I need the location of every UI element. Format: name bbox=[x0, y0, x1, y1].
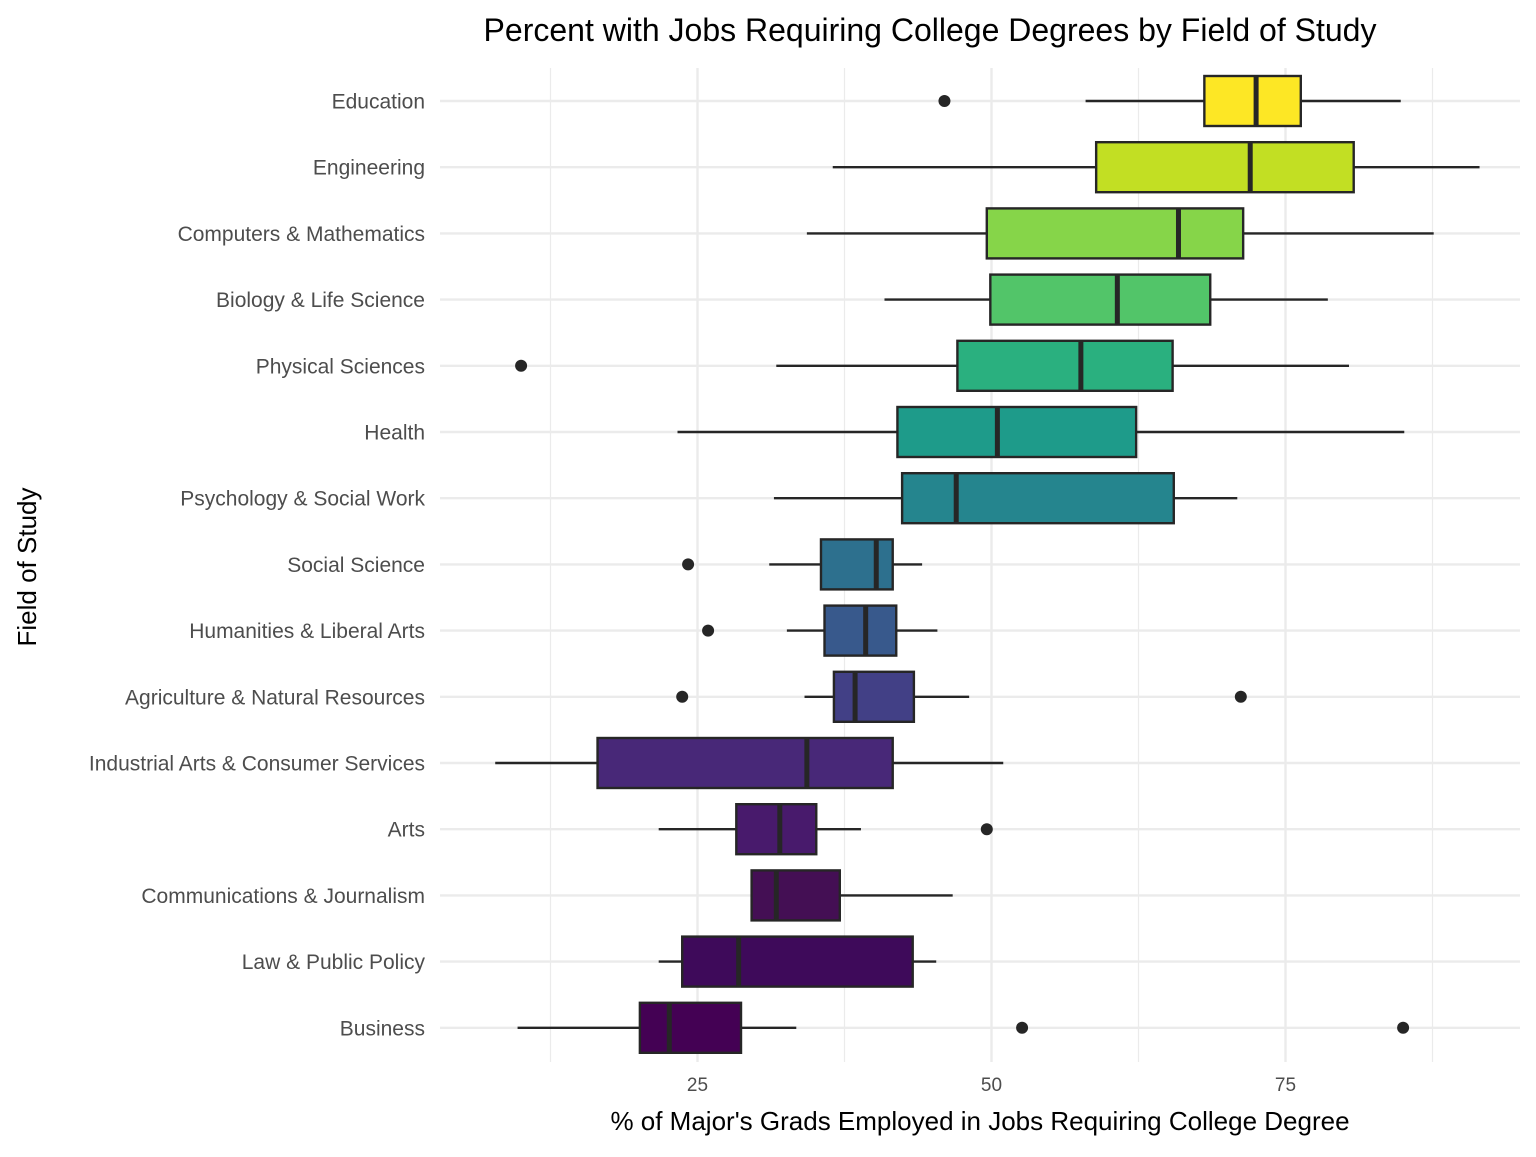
y-tick-label: Arts bbox=[388, 819, 425, 842]
chart-title: Percent with Jobs Requiring College Degr… bbox=[484, 12, 1377, 48]
x-tick-label: 25 bbox=[687, 1075, 708, 1096]
y-tick-label: Biology & Life Science bbox=[216, 289, 425, 312]
y-tick-label: Physical Sciences bbox=[256, 355, 425, 378]
y-tick-label: Social Science bbox=[287, 554, 425, 577]
box-biology-and-life-science bbox=[884, 273, 1328, 326]
box-body bbox=[896, 405, 1138, 459]
box-industrial-arts-and-consumer-services bbox=[495, 736, 1004, 790]
outlier-point bbox=[682, 558, 695, 571]
box-body bbox=[985, 207, 1245, 260]
outlier-point bbox=[1397, 1021, 1410, 1034]
y-tick-label: Health bbox=[364, 422, 425, 445]
box-body bbox=[832, 670, 916, 723]
y-axis-title: Field of Study bbox=[12, 488, 42, 647]
y-tick-label: Humanities & Liberal Arts bbox=[189, 620, 425, 643]
y-tick-label: Agriculture & Natural Resources bbox=[125, 686, 425, 709]
box-body bbox=[1094, 140, 1355, 194]
box-engineering bbox=[832, 140, 1480, 194]
box-body bbox=[750, 869, 841, 922]
x-tick-label: 75 bbox=[1275, 1075, 1296, 1096]
outlier-point bbox=[676, 690, 689, 703]
box-agriculture-and-natural-resources bbox=[676, 670, 1247, 723]
box-body bbox=[596, 736, 894, 790]
box-education bbox=[938, 74, 1401, 128]
box-body bbox=[900, 472, 1175, 525]
box-computers-and-mathematics bbox=[806, 207, 1434, 260]
outlier-point bbox=[1234, 690, 1247, 703]
outlier-point bbox=[515, 359, 528, 372]
y-tick-label: Industrial Arts & Consumer Services bbox=[89, 753, 425, 776]
y-tick-label: Education bbox=[332, 91, 425, 114]
box-body bbox=[819, 538, 894, 591]
box-law-and-public-policy bbox=[658, 935, 937, 988]
box-business bbox=[517, 1001, 1410, 1054]
outlier-point bbox=[1016, 1021, 1029, 1034]
box-humanities-and-liberal-arts bbox=[702, 604, 938, 657]
box-series bbox=[495, 74, 1480, 1054]
box-physical-sciences bbox=[515, 339, 1350, 392]
box-body bbox=[989, 273, 1212, 326]
y-tick-label: Psychology & Social Work bbox=[180, 488, 425, 511]
x-tick-label: 50 bbox=[981, 1075, 1002, 1096]
outlier-point bbox=[938, 95, 951, 107]
y-tick-label: Computers & Mathematics bbox=[178, 223, 425, 246]
box-health bbox=[677, 405, 1405, 459]
box-body bbox=[823, 604, 898, 657]
outlier-point bbox=[702, 624, 715, 637]
grid-lines bbox=[440, 68, 1520, 1062]
box-arts bbox=[658, 803, 993, 856]
y-tick-label: Business bbox=[340, 1017, 425, 1040]
y-tick-label: Law & Public Policy bbox=[242, 951, 426, 974]
outlier-point bbox=[980, 823, 993, 836]
box-body bbox=[681, 935, 914, 988]
y-tick-label: Engineering bbox=[313, 157, 425, 180]
box-psychology-and-social-work bbox=[773, 472, 1238, 525]
box-body bbox=[956, 339, 1174, 392]
box-body bbox=[735, 803, 818, 856]
axis-labels: 25 50 75 Education Engineering Computers & Ma… bbox=[89, 91, 1296, 1097]
box-communications-and-journalism bbox=[750, 869, 953, 922]
x-axis-title: % of Major's Grads Employed in Jobs Requ… bbox=[610, 1106, 1349, 1136]
box-body bbox=[638, 1001, 743, 1054]
box-body bbox=[1203, 74, 1302, 128]
box-social-science bbox=[682, 538, 923, 591]
y-tick-label: Communications & Journalism bbox=[141, 885, 425, 908]
